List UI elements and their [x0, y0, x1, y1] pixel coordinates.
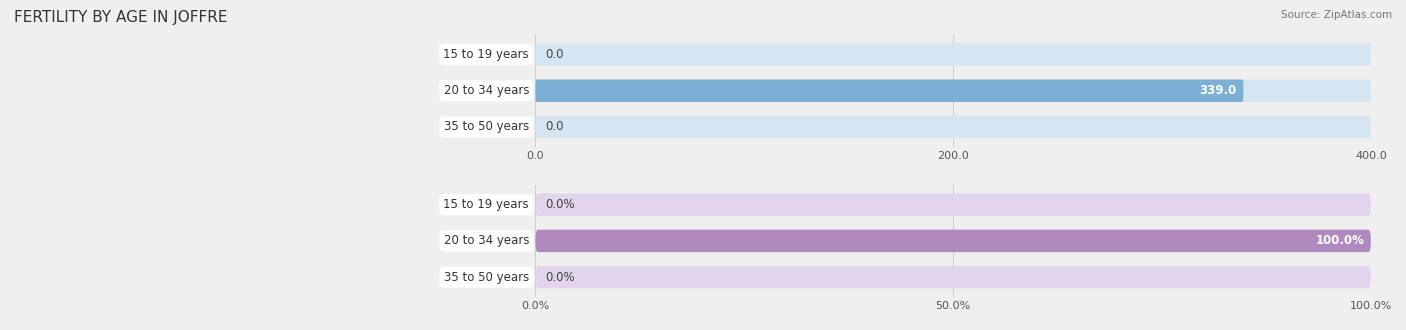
Text: 0.0%: 0.0% [546, 271, 575, 283]
Text: 20 to 34 years: 20 to 34 years [443, 234, 529, 248]
FancyBboxPatch shape [536, 230, 1371, 252]
Text: 20 to 34 years: 20 to 34 years [443, 84, 529, 97]
Text: 0.0: 0.0 [546, 120, 564, 133]
FancyBboxPatch shape [536, 116, 1371, 138]
FancyBboxPatch shape [536, 230, 1371, 252]
Text: 15 to 19 years: 15 to 19 years [443, 198, 529, 211]
FancyBboxPatch shape [536, 43, 1371, 66]
Text: 100.0%: 100.0% [1315, 234, 1364, 248]
Text: 339.0: 339.0 [1199, 84, 1237, 97]
Text: 35 to 50 years: 35 to 50 years [444, 271, 529, 283]
Text: Source: ZipAtlas.com: Source: ZipAtlas.com [1281, 10, 1392, 20]
Text: 15 to 19 years: 15 to 19 years [443, 48, 529, 61]
Text: 35 to 50 years: 35 to 50 years [444, 120, 529, 133]
Text: 0.0%: 0.0% [546, 198, 575, 211]
Text: FERTILITY BY AGE IN JOFFRE: FERTILITY BY AGE IN JOFFRE [14, 10, 228, 25]
FancyBboxPatch shape [536, 80, 1371, 102]
FancyBboxPatch shape [536, 80, 1243, 102]
Text: 0.0: 0.0 [546, 48, 564, 61]
FancyBboxPatch shape [536, 193, 1371, 216]
FancyBboxPatch shape [536, 266, 1371, 288]
